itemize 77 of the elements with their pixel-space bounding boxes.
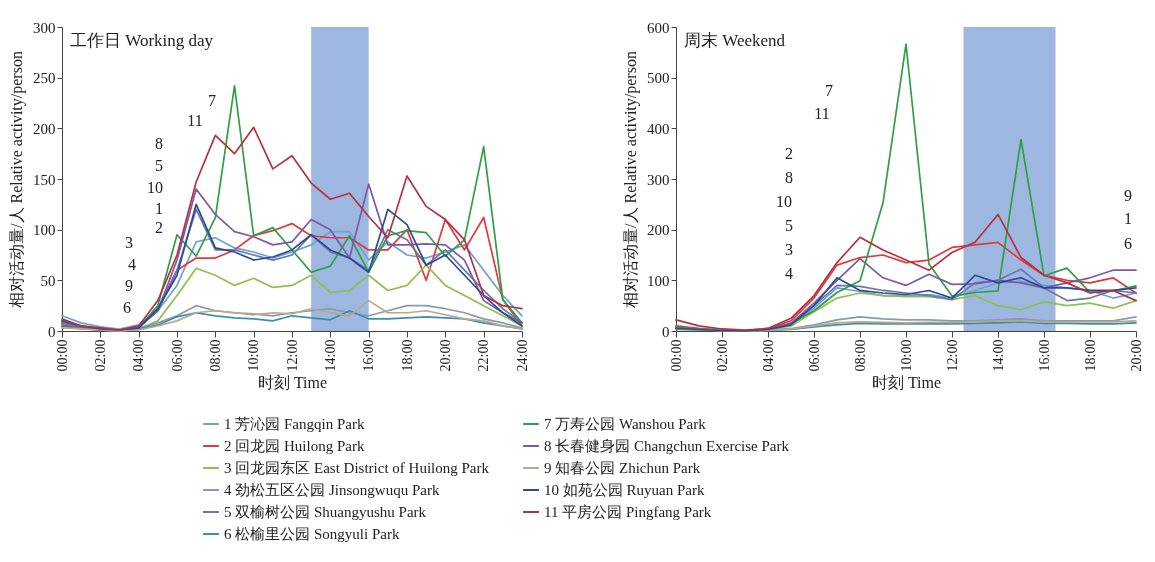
annotation: 10: [776, 193, 792, 210]
annotation: 5: [785, 217, 793, 234]
annotation: 3: [785, 241, 793, 258]
legend-label: 7 万寿公园 Wanshou Park: [544, 416, 707, 432]
x-tick-label: 08:00: [852, 339, 868, 372]
annotation: 6: [1124, 235, 1132, 252]
annotation: 11: [814, 105, 830, 122]
annotation: 9: [125, 277, 133, 294]
x-tick-label: 06:00: [806, 339, 822, 372]
legend-label: 4 劲松五区公园 Jinsongwuqu Park: [224, 482, 440, 498]
annotation: 3: [125, 234, 133, 251]
annotation: 6: [123, 299, 131, 316]
y-axis-title: 相对活动量/人 Relative activity/person: [8, 51, 26, 308]
annotation: 4: [128, 256, 136, 273]
y-tick-label: 0: [48, 323, 56, 340]
annotation: 11: [187, 112, 203, 129]
legend-label: 10 如苑公园 Ruyuan Park: [544, 482, 705, 498]
x-tick-label: 06:00: [169, 339, 185, 372]
x-tick-label: 12:00: [284, 339, 300, 372]
x-axis-title: 时刻 Time: [871, 374, 942, 392]
y-tick-label: 250: [33, 70, 56, 87]
y-tick-label: 600: [647, 19, 670, 36]
legend-label: 8 长春健身园 Changchun Exercise Park: [544, 438, 790, 454]
x-tick-label: 18:00: [1082, 339, 1098, 372]
legend-label: 5 双榆树公园 Shuangyushu Park: [224, 504, 427, 520]
y-axis-title: 相对活动量/人 Relative activity/person: [622, 51, 640, 308]
x-tick-label: 12:00: [944, 339, 960, 372]
y-tick-label: 500: [647, 70, 670, 87]
y-tick-label: 400: [647, 120, 670, 137]
annotation: 1: [155, 200, 163, 217]
annotation: 2: [155, 219, 163, 236]
annotation: 4: [785, 265, 793, 282]
annotation: 7: [825, 82, 833, 99]
y-tick-label: 300: [647, 171, 670, 188]
x-tick-label: 14:00: [322, 339, 338, 372]
annotation: 7: [208, 92, 216, 109]
annotation: 8: [155, 135, 163, 152]
x-axis-title: 时刻 Time: [257, 374, 328, 392]
y-tick-label: 200: [647, 222, 670, 239]
x-tick-label: 20:00: [437, 339, 453, 372]
annotation: 9: [1124, 187, 1132, 204]
x-tick-label: 04:00: [131, 339, 147, 372]
legend-label: 1 芳沁园 Fangqin Park: [224, 416, 365, 432]
chart-title: 工作日 Working day: [70, 31, 214, 50]
x-tick-label: 04:00: [760, 339, 776, 372]
y-tick-label: 200: [33, 120, 56, 137]
y-tick-label: 0: [662, 323, 670, 340]
y-tick-label: 150: [33, 171, 56, 188]
x-tick-label: 16:00: [361, 339, 377, 372]
y-tick-label: 100: [33, 222, 56, 239]
x-tick-label: 20:00: [1128, 339, 1144, 372]
legend-label: 2 回龙园 Huilong Park: [224, 438, 365, 454]
x-tick-label: 10:00: [898, 339, 914, 372]
x-tick-label: 18:00: [399, 339, 415, 372]
x-tick-label: 00:00: [668, 339, 684, 372]
legend-label: 11 平房公园 Pingfang Park: [544, 504, 712, 520]
legend-label: 6 松榆里公园 Songyuli Park: [224, 526, 400, 542]
annotation: 10: [147, 179, 163, 196]
x-tick-label: 22:00: [476, 339, 492, 372]
x-tick-label: 24:00: [514, 339, 530, 372]
annotation: 8: [785, 169, 793, 186]
annotation: 5: [155, 157, 163, 174]
legend-label: 3 回龙园东区 East District of Huilong Park: [224, 460, 490, 476]
chart-title: 周末 Weekend: [684, 31, 786, 50]
x-tick-label: 16:00: [1036, 339, 1052, 372]
x-tick-label: 02:00: [92, 339, 108, 372]
y-tick-label: 50: [40, 272, 56, 289]
annotation: 1: [1124, 210, 1132, 227]
y-tick-label: 300: [33, 19, 56, 36]
x-tick-label: 14:00: [990, 339, 1006, 372]
x-tick-label: 02:00: [714, 339, 730, 372]
y-tick-label: 100: [647, 272, 670, 289]
x-tick-label: 08:00: [207, 339, 223, 372]
x-tick-label: 00:00: [54, 339, 70, 372]
annotation: 2: [785, 145, 793, 162]
legend-label: 9 知春公园 Zhichun Park: [544, 460, 701, 476]
x-tick-label: 10:00: [246, 339, 262, 372]
